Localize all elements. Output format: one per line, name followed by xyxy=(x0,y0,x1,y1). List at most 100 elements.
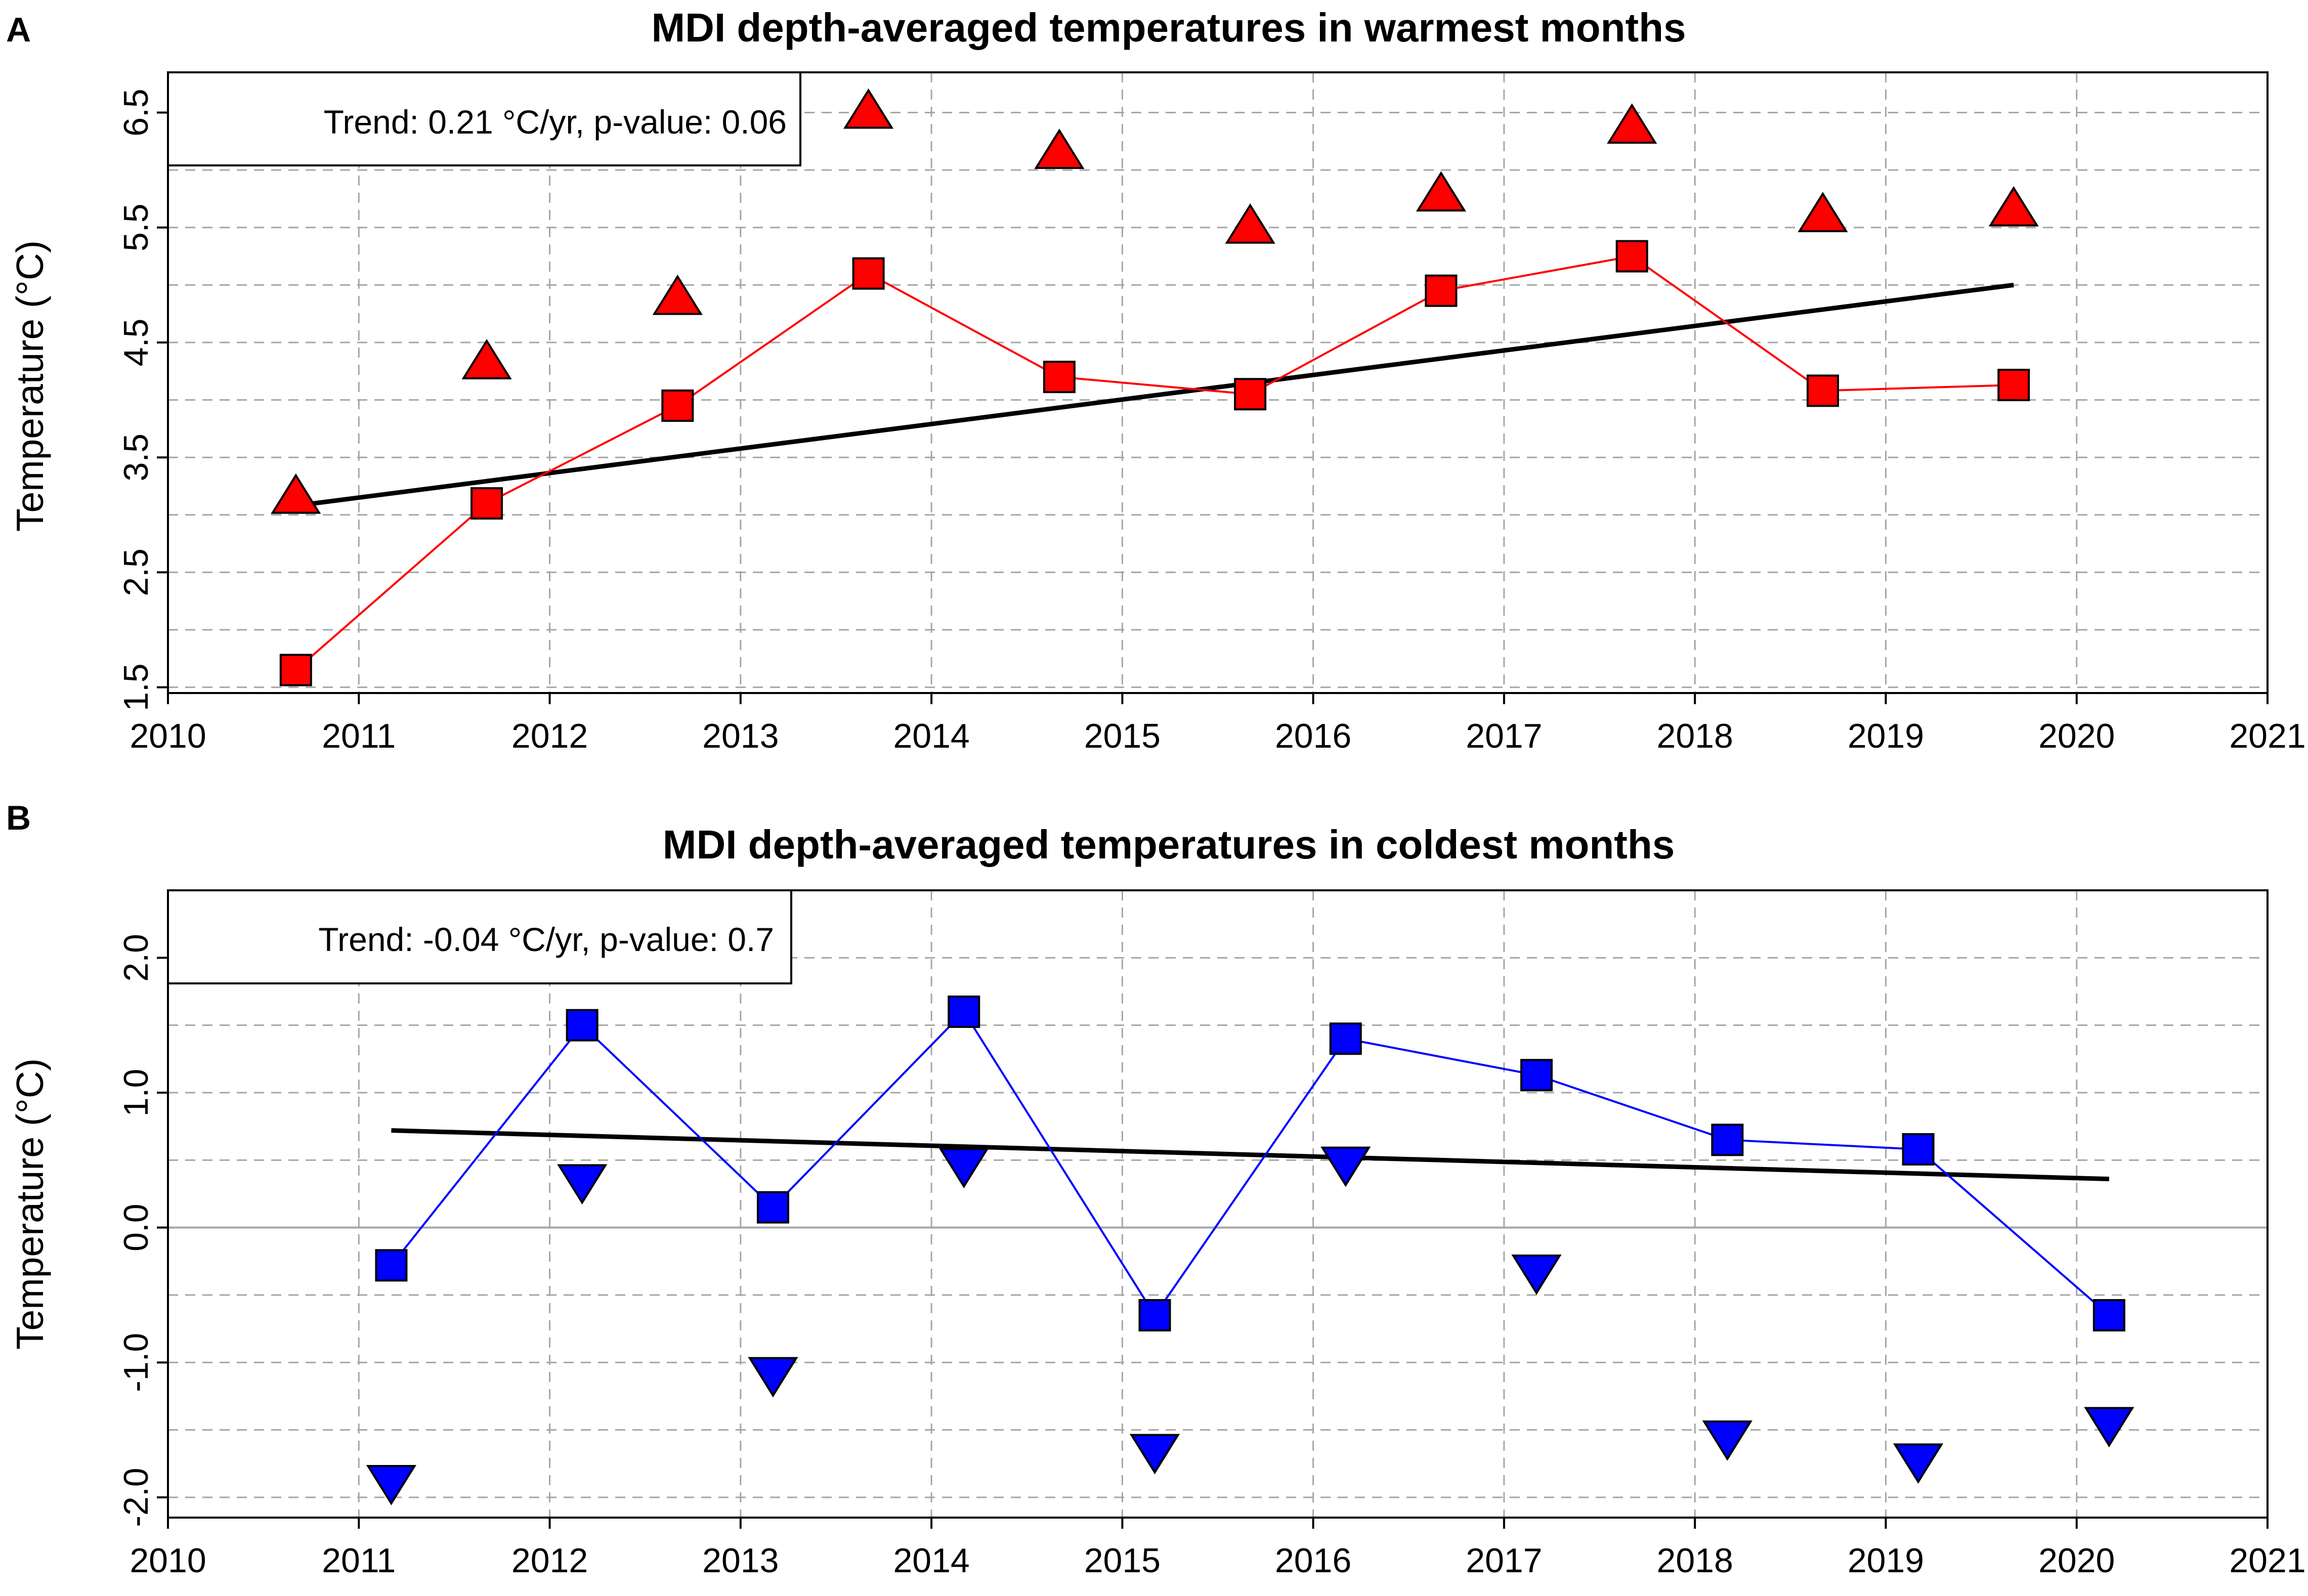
data-point-square xyxy=(471,487,503,520)
y-axis-label: Temperature (°C) xyxy=(9,240,51,532)
data-point-triangle-up xyxy=(652,274,703,315)
series-layer xyxy=(271,88,2039,686)
x-tick-label: 2013 xyxy=(702,717,779,755)
panel-b: B MDI depth-averaged temperatures in col… xyxy=(6,799,2306,1580)
x-tick-label: 2016 xyxy=(1275,1541,1351,1580)
trend-annotation: Trend: 0.21 °C/yr, p-value: 0.06 xyxy=(324,103,787,141)
data-point-triangle-up xyxy=(1798,192,1848,233)
data-point-triangle-down xyxy=(938,1148,989,1189)
x-tick-label: 2019 xyxy=(1848,717,1924,755)
data-point-square xyxy=(1615,240,1648,273)
data-point-square xyxy=(852,257,885,290)
x-tick-label: 2020 xyxy=(2038,717,2115,755)
x-tick-label: 2014 xyxy=(893,1541,969,1580)
data-point-square xyxy=(279,654,312,686)
panel-letter: A xyxy=(6,11,31,49)
x-tick-label: 2012 xyxy=(511,717,588,755)
data-point-triangle-down xyxy=(748,1357,798,1398)
data-point-triangle-down xyxy=(1893,1443,1944,1484)
y-tick-label: -1.0 xyxy=(117,1333,155,1392)
x-tick-label: 2013 xyxy=(702,1541,779,1580)
panel-letter: B xyxy=(6,799,31,837)
trend-line-layer xyxy=(295,282,2014,508)
data-point-square xyxy=(1234,378,1267,411)
x-tick-label: 2017 xyxy=(1466,1541,1542,1580)
series-line xyxy=(390,1010,2110,1317)
data-point-triangle-up xyxy=(461,339,512,379)
series-line xyxy=(295,255,2014,671)
x-tick-label: 2010 xyxy=(130,1541,206,1580)
y-tick-label: 4.5 xyxy=(117,319,155,367)
y-tick-label: 1.0 xyxy=(117,1069,155,1117)
data-point-triangle-down xyxy=(2084,1407,2134,1448)
trend-line-layer xyxy=(391,1128,2109,1182)
x-tick-label: 2014 xyxy=(893,717,969,755)
chart-title: MDI depth-averaged temperatures in warme… xyxy=(652,5,1686,50)
y-tick-label: 2.5 xyxy=(117,548,155,596)
trend-line xyxy=(295,282,2014,508)
x-tick-label: 2021 xyxy=(2229,717,2305,755)
trend-annotation-box: Trend: 0.21 °C/yr, p-value: 0.06 xyxy=(167,71,801,166)
data-point-triangle-up xyxy=(1034,128,1085,169)
data-point-triangle-up xyxy=(1416,171,1467,212)
x-tick-label: 2018 xyxy=(1657,1541,1733,1580)
panel-a: A MDI depth-averaged temperatures in war… xyxy=(6,5,2306,755)
data-point-square xyxy=(1138,1299,1171,1331)
x-tick-label: 2012 xyxy=(511,1541,588,1580)
data-point-square xyxy=(375,1249,408,1282)
data-point-square xyxy=(1997,369,2030,402)
y-axis: 1.5 2.5 3.5 4.5 5.5 6.5 xyxy=(117,89,168,711)
x-tick-label: 2011 xyxy=(322,717,396,755)
data-point-triangle-up xyxy=(1225,203,1275,244)
data-point-square xyxy=(1043,361,1076,394)
data-point-square xyxy=(756,1191,789,1224)
x-tick-label: 2015 xyxy=(1084,717,1161,755)
x-tick-label: 2010 xyxy=(130,717,206,755)
trend-line xyxy=(391,1128,2109,1182)
data-point-square xyxy=(1425,274,1458,307)
data-point-triangle-up xyxy=(1988,186,2039,227)
y-axis-label: Temperature (°C) xyxy=(9,1058,51,1350)
data-point-triangle-down xyxy=(366,1465,417,1505)
y-tick-label: 6.5 xyxy=(117,89,155,137)
y-tick-label: 2.0 xyxy=(117,934,155,982)
x-tick-label: 2015 xyxy=(1084,1541,1161,1580)
x-tick-label: 2011 xyxy=(322,1541,396,1580)
x-tick-label: 2019 xyxy=(1848,1541,1924,1580)
data-point-square xyxy=(1806,374,1839,407)
x-axis: 2010 2011 2012 2013 2014 2015 2016 2017 2018 2019… xyxy=(130,693,2306,755)
x-tick-label: 2021 xyxy=(2229,1541,2305,1580)
y-tick-label: -2.0 xyxy=(117,1468,155,1527)
y-tick-label: 5.5 xyxy=(117,203,155,251)
y-axis: -2.0 -1.0 0.0 1.0 2.0 xyxy=(117,934,168,1527)
series-layer xyxy=(366,996,2134,1505)
x-tick-label: 2020 xyxy=(2038,1541,2115,1580)
data-point-square xyxy=(1520,1059,1553,1092)
x-tick-label: 2018 xyxy=(1657,717,1733,755)
trend-annotation-box: Trend: -0.04 °C/yr, p-value: 0.7 xyxy=(167,889,792,984)
y-tick-label: 0.0 xyxy=(117,1203,155,1252)
data-point-triangle-up xyxy=(843,88,894,129)
x-axis: 2010 2011 2012 2013 2014 2015 2016 2017 2018 2019… xyxy=(130,1518,2306,1580)
data-point-square xyxy=(1902,1133,1935,1166)
trend-annotation: Trend: -0.04 °C/yr, p-value: 0.7 xyxy=(318,921,774,958)
data-point-square xyxy=(1329,1022,1362,1055)
data-point-square xyxy=(566,1009,599,1042)
data-point-triangle-down xyxy=(1320,1146,1371,1187)
x-tick-label: 2016 xyxy=(1275,717,1351,755)
data-point-square xyxy=(948,996,980,1028)
data-point-triangle-down xyxy=(1702,1420,1753,1461)
chart-title: MDI depth-averaged temperatures in colde… xyxy=(663,822,1675,867)
data-point-triangle-down xyxy=(1129,1434,1180,1475)
data-point-square xyxy=(2092,1299,2125,1331)
x-tick-label: 2017 xyxy=(1466,717,1542,755)
data-point-triangle-down xyxy=(1511,1255,1562,1295)
grid-lines xyxy=(168,890,2268,1518)
plot-frame xyxy=(167,71,2269,694)
data-point-triangle-down xyxy=(557,1164,608,1205)
plot-frame xyxy=(167,889,2269,1519)
y-tick-label: 3.5 xyxy=(117,434,155,482)
y-tick-label: 1.5 xyxy=(117,663,155,711)
data-point-square xyxy=(1711,1124,1744,1156)
